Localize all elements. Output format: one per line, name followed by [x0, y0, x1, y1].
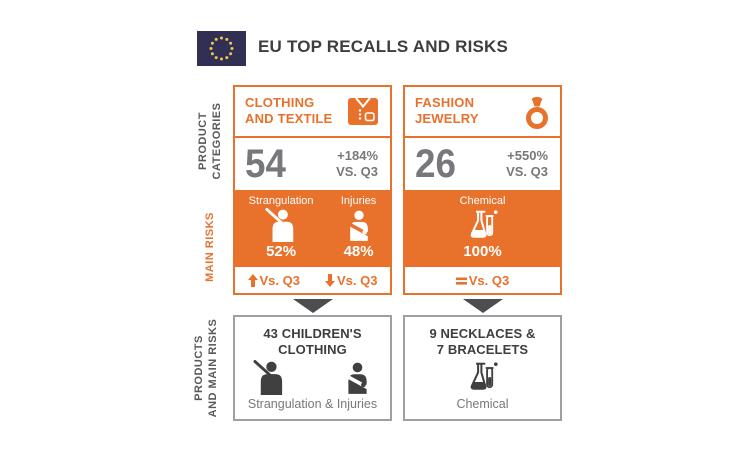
trend-down: Vs. Q3: [325, 273, 377, 288]
card-stats: 54 +184% VS. Q3: [235, 138, 390, 190]
change-percent: +184%: [337, 147, 378, 163]
arrow-up-icon: [247, 273, 258, 287]
change-vs-label: VS. Q3: [336, 164, 378, 179]
person-strangulation-icon: [252, 359, 286, 395]
risk-chemical: Chemical 100%: [460, 195, 506, 260]
side-label-product-categories: PRODUCT CATEGORIES: [197, 102, 224, 180]
risk-percent: 100%: [463, 243, 502, 260]
eu-flag-icon: [197, 31, 246, 66]
trend-row: Vs. Q3: [405, 267, 560, 293]
risk-percent: 52%: [266, 243, 297, 260]
category-title: CLOTHING AND TEXTILE: [245, 95, 333, 126]
trend-equal: Vs. Q3: [455, 272, 510, 288]
product-box-necklaces-bracelets: 9 NECKLACES & 7 BRACELETS Chemical: [403, 315, 562, 421]
recall-count: 54: [245, 142, 286, 186]
category-card-clothing-textile: CLOTHING AND TEXTILE 54 +184% VS. Q3: [233, 85, 392, 295]
page-title: EU TOP RECALLS AND RISKS: [258, 37, 509, 56]
risk-label: Strangulation: [248, 195, 314, 207]
side-label-products-and-main-risks: PRODUCTS AND MAIN RISKS: [193, 318, 220, 418]
ring-icon: [523, 94, 551, 130]
recall-change: +550% VS. Q3: [506, 148, 548, 181]
person-strangulation-icon: [265, 208, 297, 242]
risk-label: Injuries: [340, 195, 377, 207]
person-injury-icon: [342, 360, 373, 395]
category-card-fashion-jewelry: FASHION JEWELRY 26 +550% VS. Q3 Chemical: [403, 85, 562, 295]
main-risks-panel: Chemical 100%: [405, 190, 560, 267]
product-risk-caption: Strangulation & Injuries: [247, 397, 378, 411]
trend-up: Vs. Q3: [247, 272, 300, 288]
product-box-childrens-clothing: 43 CHILDREN'S CLOTHING Strangulation & I…: [233, 315, 392, 421]
person-injury-icon: [344, 208, 374, 242]
product-risk-icons: [252, 359, 373, 395]
trend-label: Vs. Q3: [468, 272, 510, 288]
product-title: 9 NECKLACES & 7 BRACELETS: [429, 326, 536, 357]
arrow-down-icon: [325, 273, 336, 287]
category-title: FASHION JEWELRY: [415, 95, 479, 126]
recall-count: 26: [415, 142, 456, 186]
risk-percent: 48%: [343, 243, 374, 260]
change-percent: +550%: [507, 147, 548, 163]
main-risks-panel: Strangulation 52% Injuries: [235, 190, 390, 267]
chemical-flask-icon: [466, 360, 499, 394]
product-risk-icons: [466, 360, 499, 394]
side-label-main-risks: MAIN RISKS: [204, 212, 216, 282]
risk-strangulation: Strangulation 52%: [249, 195, 314, 260]
down-arrow-icon: [293, 299, 333, 313]
card-header: FASHION JEWELRY: [405, 87, 560, 138]
risk-injuries: Injuries 48%: [341, 195, 376, 260]
risk-label: Chemical: [459, 195, 506, 207]
down-arrow-icon: [463, 299, 503, 313]
trend-label: Vs. Q3: [259, 272, 300, 288]
chemical-flask-icon: [466, 208, 499, 242]
recall-change: +184% VS. Q3: [336, 148, 378, 181]
card-stats: 26 +550% VS. Q3: [405, 138, 560, 190]
card-header: CLOTHING AND TEXTILE: [235, 87, 390, 138]
change-vs-label: VS. Q3: [506, 164, 548, 179]
product-risk-caption: Chemical: [456, 397, 509, 411]
equal-icon: [455, 277, 467, 285]
trend-label: Vs. Q3: [337, 272, 378, 288]
shirt-icon: [345, 94, 381, 128]
product-title: 43 CHILDREN'S CLOTHING: [263, 326, 362, 357]
trend-row: Vs. Q3 Vs. Q3: [235, 267, 390, 293]
